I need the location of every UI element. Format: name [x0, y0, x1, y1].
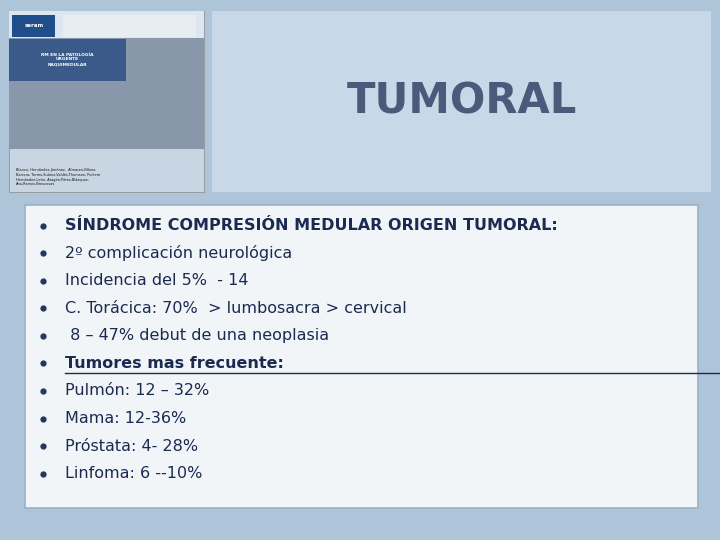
FancyBboxPatch shape [63, 15, 196, 37]
FancyBboxPatch shape [9, 11, 204, 39]
FancyBboxPatch shape [212, 11, 711, 192]
Text: Blanco, Hernández-Jiménez,  Almarza-Villena
Barrera, Torres-Suárez-Valdés-Thomse: Blanco, Hernández-Jiménez, Almarza-Ville… [16, 168, 100, 186]
Text: Linfoma: 6 --10%: Linfoma: 6 --10% [65, 466, 202, 481]
FancyBboxPatch shape [9, 11, 204, 192]
Text: RM EN LA PATOLOGÍA
URGENTE
RAQUIMEDULAR: RM EN LA PATOLOGÍA URGENTE RAQUIMEDULAR [41, 53, 94, 66]
Text: seram: seram [24, 23, 43, 29]
Text: C. Torácica: 70%  > lumbosacra > cervical: C. Torácica: 70% > lumbosacra > cervical [65, 301, 407, 316]
Text: Próstata: 4- 28%: Próstata: 4- 28% [65, 438, 198, 454]
Text: TUMORAL: TUMORAL [347, 80, 577, 122]
Text: Incidencia del 5%  - 14: Incidencia del 5% - 14 [65, 273, 248, 288]
FancyBboxPatch shape [25, 205, 698, 508]
Text: Pulmón: 12 – 32%: Pulmón: 12 – 32% [65, 383, 209, 399]
Text: SÍNDROME COMPRESIÓN MEDULAR ORIGEN TUMORAL:: SÍNDROME COMPRESIÓN MEDULAR ORIGEN TUMOR… [65, 218, 557, 233]
Text: Tumores mas frecuente:: Tumores mas frecuente: [65, 356, 284, 371]
FancyBboxPatch shape [9, 38, 204, 148]
FancyBboxPatch shape [9, 39, 126, 81]
Text: 8 – 47% debut de una neoplasia: 8 – 47% debut de una neoplasia [65, 328, 329, 343]
FancyBboxPatch shape [12, 15, 55, 37]
Text: Mama: 12-36%: Mama: 12-36% [65, 411, 186, 426]
Text: 2º complicación neurológica: 2º complicación neurológica [65, 245, 292, 261]
